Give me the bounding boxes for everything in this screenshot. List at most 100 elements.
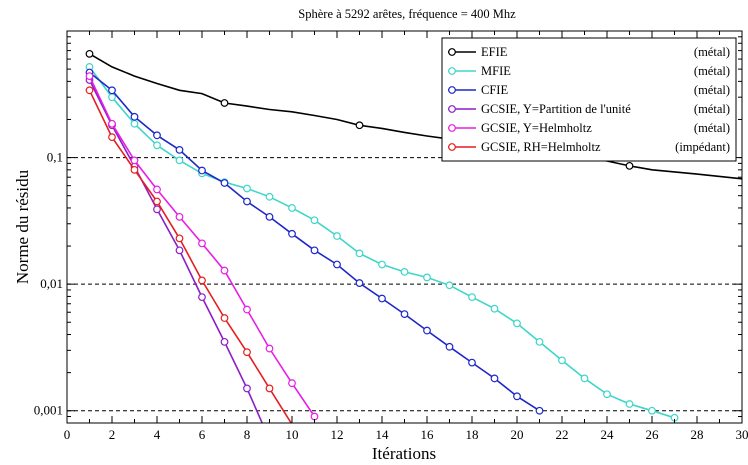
x-tick-label: 16 [421, 427, 435, 442]
data-point [288, 204, 296, 212]
legend-swatch-marker [448, 48, 456, 56]
data-point [378, 294, 386, 303]
data-point [648, 406, 656, 415]
legend-swatch-marker [448, 105, 456, 113]
data-point [220, 99, 229, 107]
data-point [175, 212, 184, 221]
y-tick-label: 0,01 [40, 276, 63, 291]
legend-swatch-marker [448, 124, 456, 132]
data-point [625, 161, 634, 170]
data-point [130, 119, 139, 128]
data-point [265, 212, 274, 221]
x-tick-label: 24 [601, 427, 615, 442]
data-point [108, 86, 116, 95]
data-point [175, 145, 184, 154]
data-point [153, 197, 161, 206]
data-point [333, 232, 341, 240]
y-tick-label: 0,1 [47, 150, 63, 165]
data-point [445, 281, 454, 290]
data-point [243, 348, 251, 357]
y-axis-title: Norme du résidu [13, 169, 32, 284]
data-point [153, 141, 161, 150]
data-point [198, 239, 206, 248]
chart-title: Sphère à 5292 arêtes, fréquence = 400 Mh… [298, 7, 516, 21]
legend-entry: GCSIE, Y=Partition de l'unité (métal) [448, 102, 730, 116]
data-point [355, 121, 364, 130]
data-point [468, 358, 476, 367]
data-point [153, 185, 161, 194]
series-4 [85, 76, 264, 423]
data-point [198, 293, 206, 302]
legend-tag: (métal) [694, 102, 730, 116]
series-lines [85, 49, 742, 423]
legend-tag: (métal) [694, 45, 730, 59]
data-point [265, 192, 274, 201]
legend-tag: (impédant) [675, 140, 730, 154]
data-point [333, 260, 341, 269]
data-point [108, 133, 116, 142]
legend-tag: (métal) [694, 64, 730, 78]
legend-label: EFIE [481, 45, 508, 59]
data-point [355, 249, 364, 258]
x-axis-title: Itérations [372, 444, 436, 463]
data-point [108, 93, 116, 102]
data-point [535, 406, 544, 415]
legend-entry: GCSIE, Y=Helmholtz (métal) [448, 121, 730, 135]
data-point [490, 304, 499, 313]
data-point [175, 156, 184, 165]
data-point [85, 86, 94, 95]
data-point [265, 384, 274, 393]
x-tick-label: 28 [691, 427, 704, 442]
data-point [243, 305, 251, 314]
grid-lines [67, 157, 742, 412]
data-point [153, 131, 161, 140]
data-point [288, 229, 296, 238]
data-point [220, 266, 229, 275]
legend-swatch-marker [448, 67, 456, 75]
data-point [243, 384, 251, 393]
legend-entry: EFIE (métal) [448, 45, 730, 59]
data-point [513, 392, 521, 401]
legend-label: MFIE [481, 64, 511, 78]
legend-label: CFIE [481, 83, 508, 97]
data-point [400, 267, 409, 276]
data-point [85, 49, 94, 58]
data-point [243, 184, 251, 193]
x-tick-label: 14 [376, 427, 390, 442]
legend-swatch-marker [448, 86, 456, 94]
data-point [265, 344, 274, 353]
data-point [378, 260, 386, 269]
data-point [513, 319, 521, 328]
legend: EFIE (métal)MFIE (métal)CFIE (métal)GCSIE, … [441, 37, 737, 162]
series-6 [85, 86, 293, 423]
x-tick-label: 18 [466, 427, 479, 442]
y-tick-label: 0,001 [34, 403, 63, 418]
data-point [108, 119, 116, 128]
data-point [558, 356, 566, 365]
data-point [310, 246, 319, 255]
data-point [468, 293, 476, 302]
legend-tag: (métal) [694, 83, 730, 97]
x-tick-label: 22 [556, 427, 569, 442]
data-point [288, 379, 296, 388]
legend-entry: GCSIE, RH=Helmholtz (impédant) [448, 140, 730, 154]
legend-label: GCSIE, Y=Helmholtz [481, 121, 592, 135]
x-tick-label: 30 [736, 427, 748, 442]
data-point [490, 374, 499, 383]
data-point [130, 156, 139, 165]
data-point [580, 374, 589, 383]
x-tick-label: 0 [64, 427, 71, 442]
x-tick-label: 10 [286, 427, 299, 442]
data-point [198, 166, 206, 175]
data-point [243, 197, 251, 206]
x-tick-label: 6 [199, 427, 206, 442]
legend-label: GCSIE, RH=Helmholtz [481, 140, 601, 154]
series-line [88, 89, 293, 423]
data-point [625, 400, 634, 408]
legend-label: GCSIE, Y=Partition de l'unité [481, 102, 631, 116]
x-tick-label: 20 [511, 427, 524, 442]
data-point [423, 326, 431, 335]
data-point [130, 165, 139, 174]
data-point [310, 412, 319, 421]
